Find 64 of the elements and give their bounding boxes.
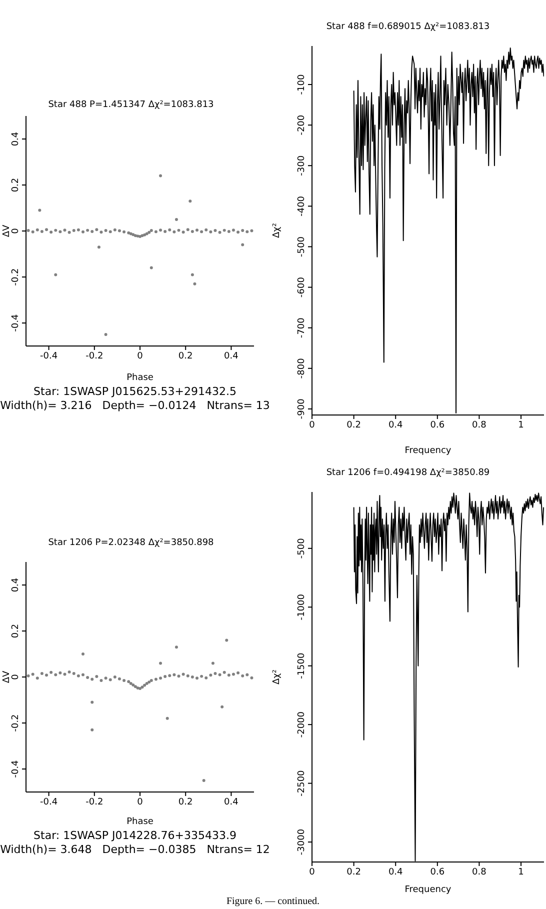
x-tick-label: -0.2 (86, 351, 104, 362)
y-tick-label: 0 (11, 228, 21, 234)
x-tick-label: 0.8 (472, 420, 487, 430)
y-tick-label: -3000 (297, 828, 307, 856)
y-tick-label: -600 (297, 276, 307, 298)
x-tick-label: 0 (309, 867, 316, 878)
y-tick-label: -400 (297, 196, 307, 216)
x-tick-label: 0.6 (430, 420, 445, 430)
x-tick-label: -0.4 (40, 351, 58, 362)
x-axis-title: Frequency (404, 446, 452, 456)
y-tick-label: -1000 (297, 594, 307, 620)
y-tick-label: 0.2 (11, 624, 21, 638)
x-axis-title: Phase (126, 817, 154, 827)
x-tick-label: 1 (518, 420, 524, 430)
chart-title: Star 1206 f=0.494198 Δχ²=3850.89 (325, 468, 491, 478)
x-tick-label: 0.4 (224, 797, 239, 808)
y-axis-title: Δχ² (272, 669, 282, 684)
y-tick-label: 0.2 (11, 178, 21, 192)
x-tick-label: 1 (518, 867, 524, 878)
y-tick-label: -800 (297, 358, 307, 379)
y-tick-label: -900 (297, 398, 307, 420)
y-tick-label: -200 (297, 114, 307, 136)
x-tick-label: 0.8 (472, 867, 487, 878)
x-tick-label: -0.4 (40, 797, 58, 808)
y-tick-label: -500 (297, 538, 307, 559)
chart-title: Star 488 P=1.451347 Δχ²=1083.813 (47, 100, 215, 110)
y-tick-label: -100 (297, 74, 307, 95)
chart-title: Star 1206 P=2.02348 Δχ²=3850.898 (47, 538, 215, 548)
y-tick-label: -0.2 (11, 714, 21, 732)
x-tick-label: 0 (137, 351, 144, 362)
y-tick-label: -1500 (297, 652, 307, 679)
x-tick-label: 0 (137, 797, 144, 808)
y-tick-label: -2500 (297, 770, 307, 796)
text: Star: 1SWASP J015625.53+291432.5 (32, 385, 238, 399)
y-tick-label: -700 (297, 317, 307, 338)
y-tick-label: -0.4 (11, 760, 21, 778)
y-tick-label: 0.4 (11, 132, 21, 146)
x-tick-label: 0.4 (388, 420, 404, 430)
y-axis-title: ΔV (2, 670, 12, 684)
x-tick-label: 0 (309, 420, 316, 430)
x-tick-label: -0.2 (86, 797, 104, 808)
y-axis-title: ΔV (2, 224, 12, 238)
x-tick-label: 0.2 (346, 420, 361, 430)
y-tick-label: -0.2 (11, 268, 21, 286)
y-tick-label: -300 (297, 155, 307, 176)
y-tick-label: 0.4 (11, 578, 21, 592)
x-tick-label: 0.2 (178, 351, 193, 362)
text: Width(h)= 3.648 Depth= −0.0385 Ntrans= 12 (0, 843, 270, 857)
caption: Figure 6. — continued. (225, 896, 321, 908)
x-axis-title: Phase (126, 373, 154, 383)
x-tick-label: 0.2 (346, 867, 361, 878)
y-tick-label: -500 (297, 236, 307, 257)
x-axis-title: Frequency (404, 885, 452, 895)
y-tick-label: 0 (11, 674, 21, 680)
x-tick-label: 0.4 (224, 351, 239, 362)
x-tick-label: 0.4 (388, 867, 404, 878)
x-tick-label: 0.2 (178, 797, 193, 808)
y-axis-title: Δχ² (272, 222, 282, 238)
text: Star: 1SWASP J014228.76+335433.9 (32, 829, 238, 843)
y-tick-label: -0.4 (11, 314, 21, 332)
chart-title: Star 488 f=0.689015 Δχ²=1083.813 (325, 22, 491, 32)
text: Width(h)= 3.216 Depth= −0.0124 Ntrans= 13 (0, 399, 270, 413)
x-tick-label: 0.6 (430, 867, 445, 878)
y-tick-label: -2000 (297, 711, 307, 738)
